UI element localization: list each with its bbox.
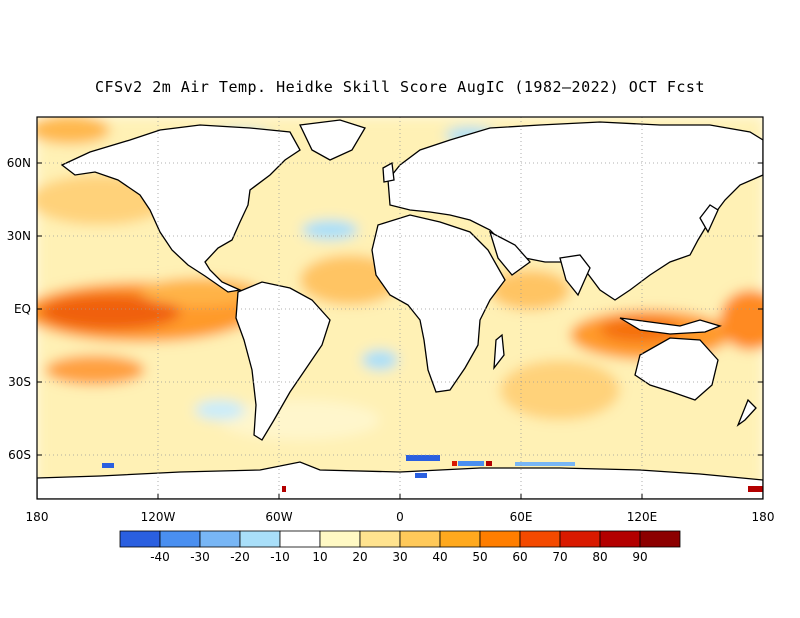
lon-label: 180: [26, 510, 49, 524]
australia: [634, 337, 719, 401]
new-zealand: [736, 398, 757, 427]
colorbar-label: 40: [432, 550, 447, 564]
colorbar-label: -20: [230, 550, 250, 564]
antarctic-strips: [102, 455, 763, 492]
colorbar-swatch: [599, 530, 641, 548]
lat-label: 60N: [7, 156, 31, 170]
arabia: [488, 230, 531, 276]
colorbar-label: 10: [312, 550, 327, 564]
colorbar-swatch: [319, 530, 361, 548]
colorbar-swatch: [439, 530, 481, 548]
uk: [382, 161, 395, 183]
indonesia: [619, 317, 722, 335]
colorbar-swatch: [159, 530, 201, 548]
india: [559, 254, 591, 297]
colorbar-swatch: [359, 530, 401, 548]
japan: [699, 204, 719, 234]
continents: [37, 119, 763, 499]
antarctica: [37, 461, 763, 499]
axis-ticks: [37, 162, 763, 499]
colorbar-swatch: [479, 530, 521, 548]
colorbar: -40 -30 -20 -10 10 20 30 40 50 60 70 80 90: [119, 530, 681, 564]
lon-label: 60E: [510, 510, 533, 524]
colorbar-swatch: [639, 530, 681, 548]
colorbar-label: 20: [352, 550, 367, 564]
colorbar-label: -10: [270, 550, 290, 564]
lon-label: 0: [396, 510, 404, 524]
colorbar-swatch: [559, 530, 601, 548]
lon-labels: 180 120W 60W 0 60E 120E 180: [26, 510, 775, 524]
colorbar-swatch: [239, 530, 281, 548]
colorbar-label: -30: [190, 550, 210, 564]
colorbar-swatch: [199, 530, 241, 548]
lat-label: 30S: [8, 375, 31, 389]
lat-label: 60S: [8, 448, 31, 462]
colorbar-label: -40: [150, 550, 170, 564]
colorbar-label: 60: [512, 550, 527, 564]
madagascar: [493, 333, 505, 371]
lon-label: 60W: [265, 510, 292, 524]
south-america: [235, 281, 331, 441]
colorbar-label: 80: [592, 550, 607, 564]
colorbar-swatch: [399, 530, 441, 548]
colorbar-swatch: [519, 530, 561, 548]
colorbar-label: 70: [552, 550, 567, 564]
africa: [371, 214, 506, 393]
lat-label: EQ: [14, 302, 31, 316]
north-america: [60, 124, 301, 293]
lat-label: 30N: [7, 229, 31, 243]
lon-label: 120W: [141, 510, 176, 524]
colorbar-label: 30: [392, 550, 407, 564]
lat-labels: 60N 30N EQ 30S 60S: [7, 156, 31, 462]
chart-title: CFSv2 2m Air Temp. Heidke Skill Score Au…: [95, 78, 705, 96]
lon-label: 180: [752, 510, 775, 524]
colorbar-label: 50: [472, 550, 487, 564]
colorbar-swatch: [119, 530, 161, 548]
colorbar-label: 90: [632, 550, 647, 564]
colorbar-swatch: [279, 530, 321, 548]
lon-label: 120E: [627, 510, 658, 524]
grid-lines: [37, 117, 763, 499]
greenland: [299, 119, 366, 161]
